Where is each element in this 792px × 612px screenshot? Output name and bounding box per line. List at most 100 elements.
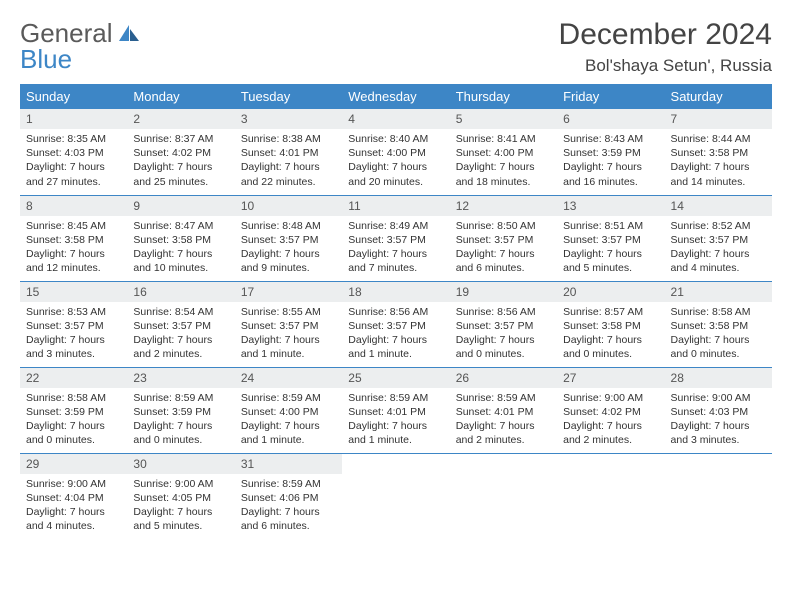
calendar-cell	[450, 453, 557, 539]
day-number: 11	[342, 196, 449, 216]
day-number: 23	[127, 368, 234, 388]
calendar-cell: 2Sunrise: 8:37 AMSunset: 4:02 PMDaylight…	[127, 109, 234, 195]
calendar-cell: 13Sunrise: 8:51 AMSunset: 3:57 PMDayligh…	[557, 195, 664, 281]
day-data: Sunrise: 8:59 AMSunset: 4:06 PMDaylight:…	[235, 474, 342, 539]
day-number: 12	[450, 196, 557, 216]
day-data: Sunrise: 8:35 AMSunset: 4:03 PMDaylight:…	[20, 129, 127, 194]
day-number: 10	[235, 196, 342, 216]
day-number: 24	[235, 368, 342, 388]
title-block: December 2024 Bol'shaya Setun', Russia	[559, 18, 772, 76]
header: General December 2024 Bol'shaya Setun', …	[20, 18, 772, 76]
day-data: Sunrise: 8:58 AMSunset: 3:59 PMDaylight:…	[20, 388, 127, 453]
calendar-cell: 19Sunrise: 8:56 AMSunset: 3:57 PMDayligh…	[450, 281, 557, 367]
location: Bol'shaya Setun', Russia	[559, 56, 772, 76]
day-number: 18	[342, 282, 449, 302]
day-number: 16	[127, 282, 234, 302]
day-data: Sunrise: 8:59 AMSunset: 4:00 PMDaylight:…	[235, 388, 342, 453]
day-number: 5	[450, 109, 557, 129]
day-data: Sunrise: 8:44 AMSunset: 3:58 PMDaylight:…	[665, 129, 772, 194]
day-number: 15	[20, 282, 127, 302]
day-number: 2	[127, 109, 234, 129]
day-data: Sunrise: 8:56 AMSunset: 3:57 PMDaylight:…	[342, 302, 449, 367]
calendar-cell: 30Sunrise: 9:00 AMSunset: 4:05 PMDayligh…	[127, 453, 234, 539]
calendar-cell: 12Sunrise: 8:50 AMSunset: 3:57 PMDayligh…	[450, 195, 557, 281]
weekday-header: Monday	[127, 84, 234, 109]
day-data: Sunrise: 8:40 AMSunset: 4:00 PMDaylight:…	[342, 129, 449, 194]
day-number: 17	[235, 282, 342, 302]
calendar-cell: 3Sunrise: 8:38 AMSunset: 4:01 PMDaylight…	[235, 109, 342, 195]
day-number: 14	[665, 196, 772, 216]
day-data: Sunrise: 8:55 AMSunset: 3:57 PMDaylight:…	[235, 302, 342, 367]
day-data: Sunrise: 8:59 AMSunset: 4:01 PMDaylight:…	[450, 388, 557, 453]
calendar-cell: 7Sunrise: 8:44 AMSunset: 3:58 PMDaylight…	[665, 109, 772, 195]
calendar-cell: 5Sunrise: 8:41 AMSunset: 4:00 PMDaylight…	[450, 109, 557, 195]
day-data: Sunrise: 8:50 AMSunset: 3:57 PMDaylight:…	[450, 216, 557, 281]
day-data: Sunrise: 8:48 AMSunset: 3:57 PMDaylight:…	[235, 216, 342, 281]
calendar-cell: 29Sunrise: 9:00 AMSunset: 4:04 PMDayligh…	[20, 453, 127, 539]
day-data: Sunrise: 8:41 AMSunset: 4:00 PMDaylight:…	[450, 129, 557, 194]
day-number: 31	[235, 454, 342, 474]
day-number: 19	[450, 282, 557, 302]
calendar-cell: 1Sunrise: 8:35 AMSunset: 4:03 PMDaylight…	[20, 109, 127, 195]
calendar-cell: 28Sunrise: 9:00 AMSunset: 4:03 PMDayligh…	[665, 367, 772, 453]
day-data: Sunrise: 8:49 AMSunset: 3:57 PMDaylight:…	[342, 216, 449, 281]
day-data: Sunrise: 9:00 AMSunset: 4:04 PMDaylight:…	[20, 474, 127, 539]
weekday-header: Friday	[557, 84, 664, 109]
weekday-header: Sunday	[20, 84, 127, 109]
day-number: 27	[557, 368, 664, 388]
day-number: 7	[665, 109, 772, 129]
day-number: 4	[342, 109, 449, 129]
logo-text-2: Blue	[20, 44, 72, 75]
day-data: Sunrise: 8:59 AMSunset: 3:59 PMDaylight:…	[127, 388, 234, 453]
day-data: Sunrise: 9:00 AMSunset: 4:03 PMDaylight:…	[665, 388, 772, 453]
calendar-cell	[342, 453, 449, 539]
day-number: 30	[127, 454, 234, 474]
month-title: December 2024	[559, 18, 772, 52]
calendar-cell: 17Sunrise: 8:55 AMSunset: 3:57 PMDayligh…	[235, 281, 342, 367]
calendar-cell	[557, 453, 664, 539]
logo-sail-icon	[117, 23, 141, 43]
day-number: 1	[20, 109, 127, 129]
calendar-cell: 11Sunrise: 8:49 AMSunset: 3:57 PMDayligh…	[342, 195, 449, 281]
day-data: Sunrise: 8:53 AMSunset: 3:57 PMDaylight:…	[20, 302, 127, 367]
calendar-cell: 20Sunrise: 8:57 AMSunset: 3:58 PMDayligh…	[557, 281, 664, 367]
day-data: Sunrise: 8:54 AMSunset: 3:57 PMDaylight:…	[127, 302, 234, 367]
day-data: Sunrise: 8:51 AMSunset: 3:57 PMDaylight:…	[557, 216, 664, 281]
day-number: 13	[557, 196, 664, 216]
calendar-cell: 10Sunrise: 8:48 AMSunset: 3:57 PMDayligh…	[235, 195, 342, 281]
calendar-cell: 23Sunrise: 8:59 AMSunset: 3:59 PMDayligh…	[127, 367, 234, 453]
calendar-cell: 26Sunrise: 8:59 AMSunset: 4:01 PMDayligh…	[450, 367, 557, 453]
calendar-cell: 25Sunrise: 8:59 AMSunset: 4:01 PMDayligh…	[342, 367, 449, 453]
calendar-cell: 14Sunrise: 8:52 AMSunset: 3:57 PMDayligh…	[665, 195, 772, 281]
day-data: Sunrise: 8:37 AMSunset: 4:02 PMDaylight:…	[127, 129, 234, 194]
calendar-cell: 31Sunrise: 8:59 AMSunset: 4:06 PMDayligh…	[235, 453, 342, 539]
day-data: Sunrise: 8:45 AMSunset: 3:58 PMDaylight:…	[20, 216, 127, 281]
day-number: 28	[665, 368, 772, 388]
day-number: 25	[342, 368, 449, 388]
day-number: 26	[450, 368, 557, 388]
day-number: 29	[20, 454, 127, 474]
weekday-header: Tuesday	[235, 84, 342, 109]
day-data: Sunrise: 9:00 AMSunset: 4:02 PMDaylight:…	[557, 388, 664, 453]
day-data: Sunrise: 8:43 AMSunset: 3:59 PMDaylight:…	[557, 129, 664, 194]
day-data: Sunrise: 8:52 AMSunset: 3:57 PMDaylight:…	[665, 216, 772, 281]
calendar-cell: 27Sunrise: 9:00 AMSunset: 4:02 PMDayligh…	[557, 367, 664, 453]
calendar-cell: 18Sunrise: 8:56 AMSunset: 3:57 PMDayligh…	[342, 281, 449, 367]
day-number: 21	[665, 282, 772, 302]
day-data: Sunrise: 8:47 AMSunset: 3:58 PMDaylight:…	[127, 216, 234, 281]
calendar-cell: 22Sunrise: 8:58 AMSunset: 3:59 PMDayligh…	[20, 367, 127, 453]
weekday-header: Thursday	[450, 84, 557, 109]
calendar-cell: 16Sunrise: 8:54 AMSunset: 3:57 PMDayligh…	[127, 281, 234, 367]
calendar-cell: 9Sunrise: 8:47 AMSunset: 3:58 PMDaylight…	[127, 195, 234, 281]
day-number: 20	[557, 282, 664, 302]
calendar-cell	[665, 453, 772, 539]
day-data: Sunrise: 8:59 AMSunset: 4:01 PMDaylight:…	[342, 388, 449, 453]
calendar-cell: 24Sunrise: 8:59 AMSunset: 4:00 PMDayligh…	[235, 367, 342, 453]
day-number: 8	[20, 196, 127, 216]
calendar-cell: 21Sunrise: 8:58 AMSunset: 3:58 PMDayligh…	[665, 281, 772, 367]
calendar-table: SundayMondayTuesdayWednesdayThursdayFrid…	[20, 84, 772, 539]
calendar-body: 1Sunrise: 8:35 AMSunset: 4:03 PMDaylight…	[20, 109, 772, 539]
day-number: 9	[127, 196, 234, 216]
calendar-cell: 4Sunrise: 8:40 AMSunset: 4:00 PMDaylight…	[342, 109, 449, 195]
day-data: Sunrise: 8:57 AMSunset: 3:58 PMDaylight:…	[557, 302, 664, 367]
